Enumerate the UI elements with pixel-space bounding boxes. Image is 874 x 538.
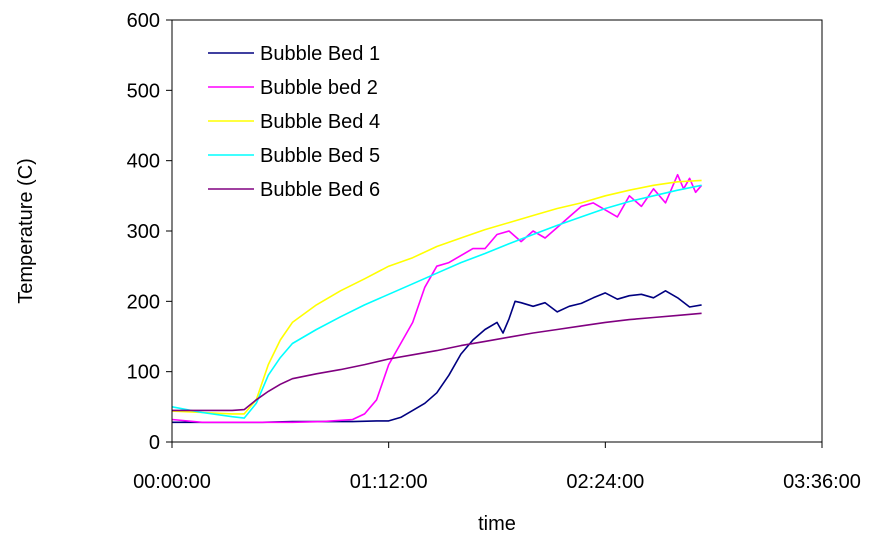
series-line-1: [172, 289, 702, 424]
series-line-2: [171, 173, 703, 424]
legend-label-3: Bubble Bed 4: [260, 111, 380, 133]
y-tick-label: 200: [127, 291, 160, 313]
y-tick-label: 500: [127, 80, 160, 102]
x-tick-label: 02:24:00: [566, 471, 644, 493]
y-tick-label: 600: [127, 10, 160, 32]
axis-layer: 0 100 200 300 400 500 600 00:00:00 01:12:00 02:24…: [127, 10, 861, 493]
y-tick-label: 0: [149, 432, 160, 454]
legend: Bubble Bed 1 Bubble bed 2 Bubble Bed 4 Bubb…: [208, 43, 380, 201]
x-tick-label: 03:36:00: [783, 471, 861, 493]
x-axis-title: time: [478, 513, 516, 535]
y-tick-label: 400: [127, 151, 160, 173]
series-line-4: [171, 184, 702, 419]
y-tick-label: 100: [127, 362, 160, 384]
legend-label-1: Bubble Bed 1: [260, 43, 380, 65]
series-line-5: [172, 312, 702, 412]
legend-label-5: Bubble Bed 6: [260, 179, 380, 201]
series-layer: [171, 173, 703, 424]
legend-label-4: Bubble Bed 5: [260, 145, 380, 167]
y-axis-title: Temperature (C): [15, 158, 37, 304]
legend-label-2: Bubble bed 2: [260, 77, 378, 99]
y-tick-label: 300: [127, 221, 160, 243]
x-tick-label: 01:12:00: [350, 471, 428, 493]
x-tick-label: 00:00:00: [133, 471, 211, 493]
